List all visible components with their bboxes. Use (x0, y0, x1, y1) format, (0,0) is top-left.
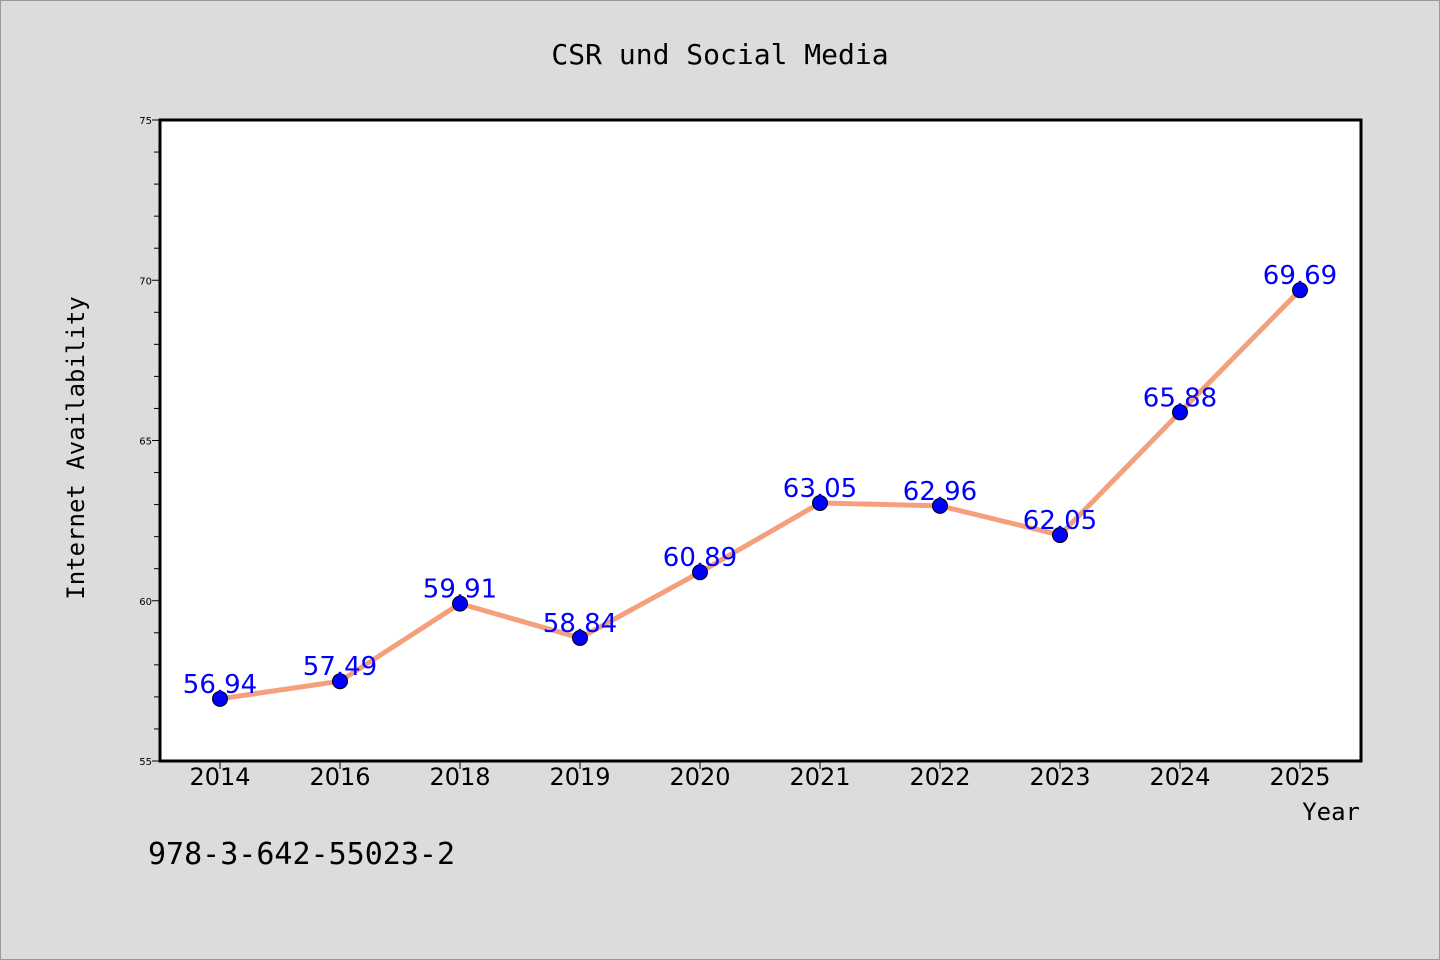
data-value-label: 62.05 (1023, 506, 1097, 536)
data-point-marker (332, 673, 348, 690)
x-tick-label: 2019 (549, 763, 610, 791)
data-value-label: 56.94 (183, 670, 257, 700)
y-axis-label: Internet Availability (62, 296, 90, 599)
footnote-isbn: 978-3-642-55023-2 (148, 837, 455, 872)
data-value-label: 63.05 (783, 474, 857, 504)
series-layer: 56.94 57.49 59.91 58.84 60.89 63.05 62.96 62.05… (183, 261, 1337, 707)
x-tick-label: 2014 (189, 763, 250, 791)
x-tick-label: 2020 (669, 763, 730, 791)
series-line (217, 287, 1303, 702)
y-axis: 55 60 65 70 75 (139, 116, 160, 768)
data-point-marker (1292, 282, 1308, 299)
data-value-label: 57.49 (303, 652, 377, 682)
x-tick-label: 2016 (309, 763, 370, 791)
data-point-marker (812, 494, 828, 511)
data-value-label: 69.69 (1263, 261, 1337, 291)
data-point-marker (452, 595, 468, 612)
x-axis: 2014 2016 2018 2019 2020 2021 2022 2023 2024 2025 (189, 761, 1331, 791)
chart-title: CSR und Social Media (551, 38, 888, 71)
plot-area (158, 118, 1363, 763)
data-value-label: 58.84 (543, 609, 617, 639)
y-tick-label: 75 (139, 116, 152, 127)
data-point-marker (1052, 527, 1068, 544)
data-point-marker (572, 629, 588, 646)
x-tick-label: 2022 (909, 763, 970, 791)
data-value-label: 60.89 (663, 543, 737, 573)
data-point-marker (932, 497, 948, 514)
x-tick-label: 2023 (1029, 763, 1090, 791)
y-tick-label: 55 (139, 757, 152, 768)
y-tick-label: 65 (139, 437, 152, 448)
x-tick-label: 2025 (1269, 763, 1330, 791)
data-value-label: 59.91 (423, 575, 497, 605)
y-tick-label: 70 (139, 276, 152, 287)
data-point-marker (1172, 404, 1188, 421)
x-tick-label: 2021 (789, 763, 850, 791)
data-value-label: 62.96 (903, 477, 977, 507)
x-axis-label: Year (1302, 798, 1360, 826)
x-tick-label: 2018 (429, 763, 490, 791)
data-point-marker (692, 564, 708, 581)
y-tick-label: 60 (139, 597, 152, 608)
x-tick-label: 2024 (1149, 763, 1210, 791)
data-point-marker (212, 690, 228, 707)
data-value-label: 65.88 (1143, 383, 1217, 413)
